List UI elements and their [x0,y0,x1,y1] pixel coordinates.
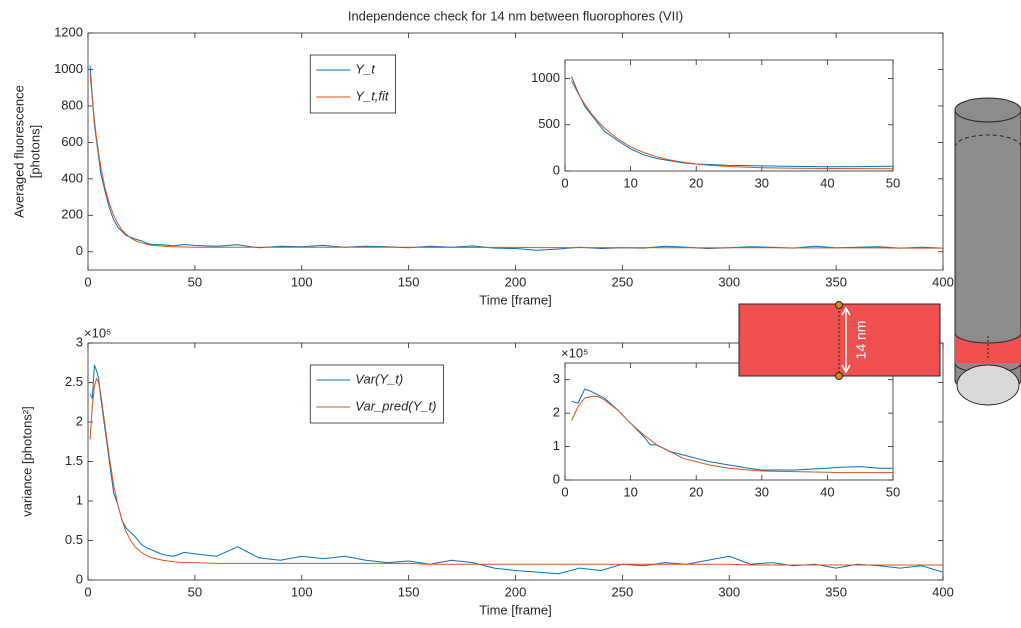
y-tick-label: 200 [61,207,83,222]
y-tick-label: 1000 [54,61,83,76]
x-tick-label: 10 [623,484,637,499]
y-tick-label: 3 [76,334,83,349]
series-line [571,80,893,170]
x-tick-label: 400 [932,584,954,599]
legend-box [309,364,444,424]
x-tick-label: 0 [561,175,568,190]
arrow-heads [841,306,851,374]
x-tick-label: 50 [188,274,202,289]
x-tick-label: 150 [398,274,420,289]
y-tick-label: 500 [538,116,560,131]
y-tick-label: 0 [76,243,83,258]
y-multiplier: ×10⁵ [84,325,111,340]
series-line [571,388,893,471]
x-tick-label: 300 [718,274,740,289]
y-tick-label: 1200 [54,24,83,39]
y-tick-label: 2 [553,405,560,420]
axes [87,32,944,271]
legend-label: Var(Y_t) [355,371,403,386]
fluorophore-diagram: 14 nm [738,301,941,380]
x-tick-label: 10 [623,175,637,190]
y-tick-label: 1.5 [65,453,83,468]
y-tick-label: 1000 [531,70,560,85]
legend-label: Y_t,fit [355,88,390,103]
cylinder [954,97,1021,406]
series-line [571,395,893,474]
x-tick-label: 200 [505,274,527,289]
inset-axes [564,362,894,481]
x-tick-label: 150 [398,584,420,599]
y-axis-label: Averaged fluorescence [11,85,26,218]
x-tick-label: 50 [886,484,900,499]
x-tick-label: 400 [932,274,954,289]
x-tick-label: 50 [188,584,202,599]
x-axis-label: Time [frame] [479,602,551,617]
legend-box [309,54,396,114]
y-tick-label: 1 [76,492,83,507]
y-multiplier: ×10⁵ [561,345,588,360]
chart-title: Independence check for 14 nm between flu… [348,8,683,23]
legend-label: Var_pred(Y_t) [355,398,436,413]
x-tick-label: 300 [718,584,740,599]
y-tick-label: 0.5 [65,532,83,547]
x-tick-label: 350 [825,274,847,289]
y-tick-label: 3 [553,371,560,386]
series-line [89,377,943,566]
axes [87,342,944,581]
x-tick-label: 20 [689,175,703,190]
x-tick-label: 350 [825,584,847,599]
x-tick-label: 20 [689,484,703,499]
y-tick-label: 2 [76,413,83,428]
y-tick-label: 0 [553,471,560,486]
x-tick-label: 200 [505,584,527,599]
y-tick-label: 800 [61,97,83,112]
x-tick-label: 0 [84,584,91,599]
y-tick-label: 0 [553,162,560,177]
series-line [89,73,943,249]
series-line [89,65,943,251]
fluorophore [835,301,843,309]
x-axis-label: Time [frame] [479,292,551,307]
y-axis-label: variance [photons²] [19,406,34,517]
legend: Var(Y_t) Var_pred(Y_t) [309,364,444,424]
x-tick-label: 100 [291,584,313,599]
x-tick-label: 30 [755,175,769,190]
y-tick-label: 0 [76,571,83,586]
y-tick-label: 400 [61,170,83,185]
y-tick-label: 1 [553,438,560,453]
legend: Y_t Y_t,fit [309,54,396,114]
x-tick-label: 0 [84,274,91,289]
x-tick-label: 50 [886,175,900,190]
x-tick-label: 40 [820,484,834,499]
distance-label: 14 nm [853,321,869,360]
y-axis-label: [photons] [27,125,42,179]
x-tick-label: 250 [612,274,634,289]
legend-label: Y_t [355,61,376,76]
x-tick-label: 40 [820,175,834,190]
y-tick-label: 600 [61,134,83,149]
y-tick-label: 2.5 [65,374,83,389]
x-tick-label: 0 [561,484,568,499]
x-tick-label: 30 [755,484,769,499]
x-tick-label: 100 [291,274,313,289]
x-tick-label: 250 [612,584,634,599]
inset-axes [564,59,894,172]
series-line [571,76,893,168]
fluorophore [835,372,843,380]
